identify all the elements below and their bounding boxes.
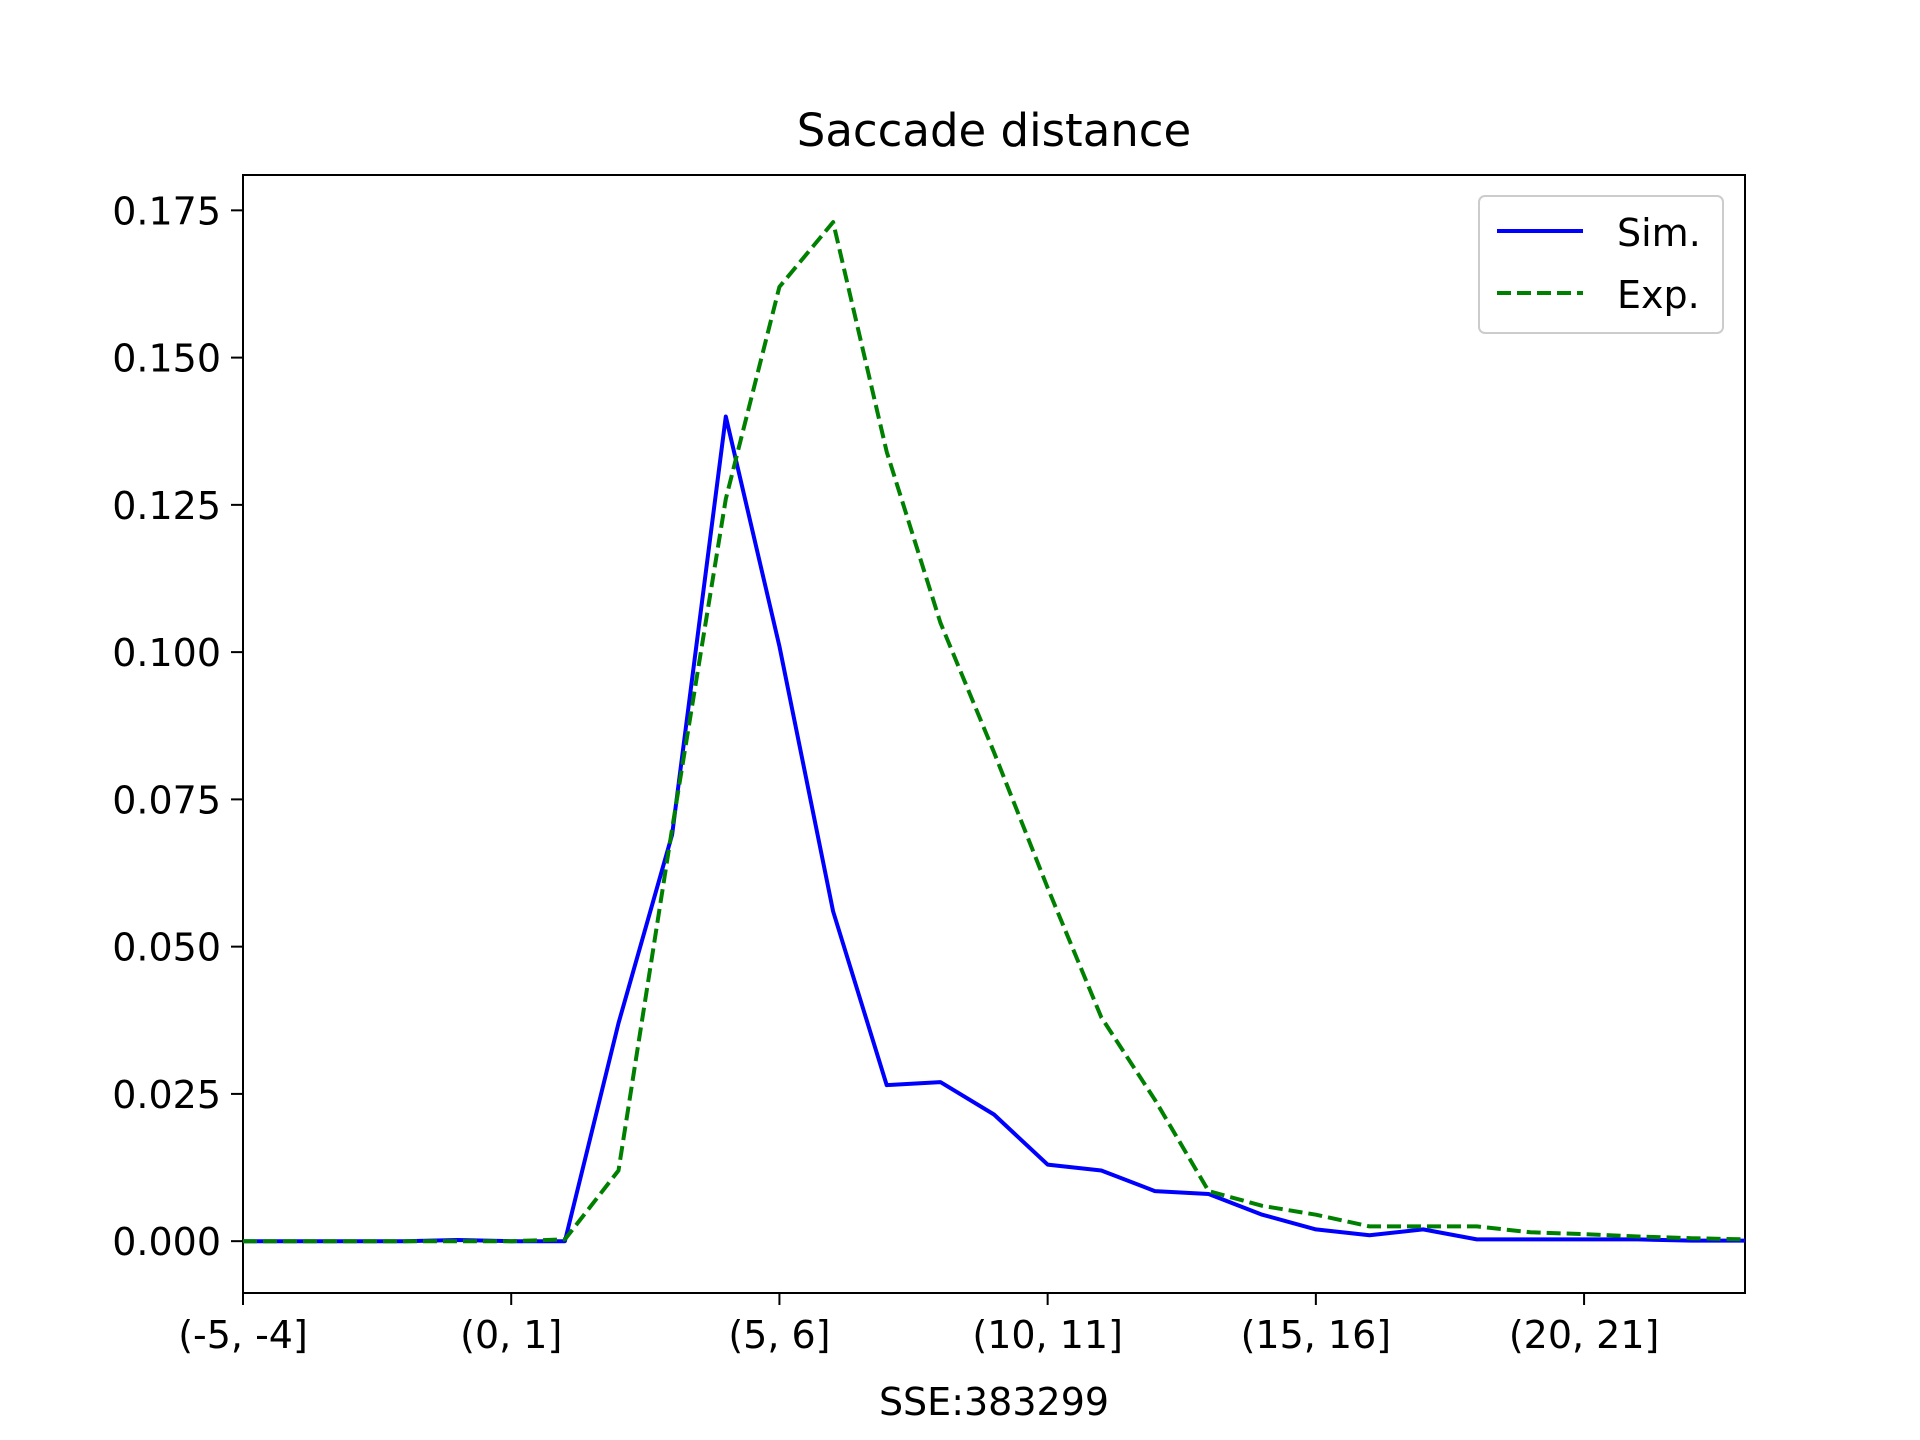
legend-label-sim: Sim.: [1617, 211, 1701, 255]
plot-area: [242, 174, 1746, 1294]
legend-label-exp: Exp.: [1617, 273, 1700, 317]
y-axis: 0.000 0.025 0.050 0.075 0.100 0.125 0.150 0.175: [112, 189, 243, 1264]
plot-frame: [242, 174, 1746, 1294]
x-axis-label: SSE:383299: [879, 1380, 1109, 1424]
y-tick-label: 0.050: [112, 926, 221, 970]
y-tick-label: 0.025: [112, 1073, 221, 1117]
series-line-sim: [243, 414, 1745, 1244]
x-tick-label: (0, 1]: [460, 1313, 562, 1357]
series-line-exp: [243, 220, 1746, 1244]
x-tick-label: (-5, -4]: [178, 1313, 308, 1357]
chart-title: Saccade distance: [797, 104, 1191, 157]
series-layer: [243, 220, 1746, 1244]
legend: Sim. Exp.: [1478, 195, 1724, 334]
x-tick-label: (10, 11]: [972, 1313, 1123, 1357]
y-tick-label: 0.150: [112, 337, 221, 381]
x-tick-label: (15, 16]: [1241, 1313, 1392, 1357]
y-tick-label: 0.100: [112, 631, 221, 675]
y-tick-label: 0.175: [112, 189, 221, 233]
y-tick-label: 0.000: [112, 1220, 221, 1264]
y-tick-label: 0.075: [112, 778, 221, 822]
x-axis: (-5, -4] (0, 1] (5, 6] (10, 11] (15, 16] (20,…: [178, 1293, 1659, 1357]
x-tick-label: (5, 6]: [728, 1313, 830, 1357]
x-tick-label: (20, 21]: [1509, 1313, 1660, 1357]
y-tick-label: 0.125: [112, 484, 221, 528]
